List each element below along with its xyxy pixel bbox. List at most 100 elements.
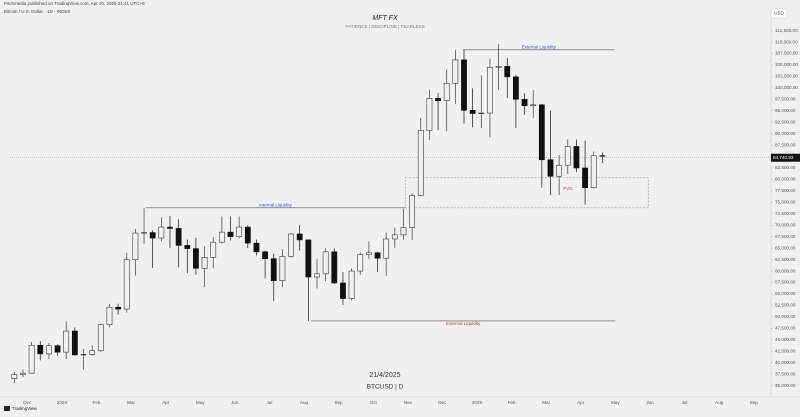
- candle-body: [461, 59, 467, 111]
- x-tick-label: Nov: [404, 400, 413, 405]
- y-tick-label: 105,000.00: [775, 62, 798, 67]
- x-tick-label: Jul: [682, 400, 688, 405]
- candle-body: [452, 59, 459, 84]
- y-tick-label: 100,000.00: [775, 85, 798, 90]
- candle-body: [357, 254, 364, 272]
- chart-title: MFT FX: [372, 15, 398, 22]
- y-tick-label: 62,500.00: [775, 257, 796, 262]
- candle-body: [63, 330, 70, 353]
- y-tick-label: 55,000.00: [775, 291, 796, 296]
- candle-body: [305, 239, 312, 278]
- candle-body: [547, 159, 554, 177]
- candle-body: [253, 242, 260, 253]
- y-tick-label: 67,500.00: [775, 234, 796, 239]
- y-tick-label: 102,500.00: [775, 74, 798, 79]
- y-tick-label: 72,500.00: [775, 211, 796, 216]
- y-tick-label: 50,000.00: [775, 314, 796, 319]
- y-tick-label: 45,000.00: [775, 337, 796, 342]
- y-tick-label: 95,000.00: [775, 108, 796, 113]
- candle-body: [521, 99, 528, 107]
- candle-body: [11, 374, 18, 379]
- candle-body: [340, 282, 346, 299]
- date-label: 21/4/2025: [369, 372, 400, 379]
- candle-body: [193, 248, 199, 269]
- candle-body: [409, 195, 416, 228]
- symbol-info: Bitcoin / U.S. Dollar · 1D · INDEX: [4, 9, 71, 14]
- x-tick-label: Apr: [162, 400, 170, 405]
- candle-body: [556, 164, 563, 177]
- candle-body: [279, 256, 286, 281]
- candle-body: [80, 354, 87, 356]
- y-tick-label: 80,000.00: [775, 177, 796, 182]
- publisher: Pitchmedia published on TradingView.com,…: [4, 1, 145, 6]
- x-tick-label: Mar: [542, 400, 550, 405]
- y-tick-label: 87,500.00: [775, 142, 796, 147]
- x-tick-label: Mar: [127, 400, 135, 405]
- x-tick-label: May: [611, 400, 620, 405]
- x-tick-label: Apr: [577, 400, 585, 405]
- candle-body: [469, 109, 476, 114]
- candle-body: [590, 155, 597, 188]
- y-tick-label: 40,000.00: [775, 360, 796, 365]
- candle-body: [158, 226, 165, 239]
- currency-button[interactable]: [770, 8, 788, 19]
- x-tick-label: Aug: [300, 400, 309, 405]
- candle-body: [46, 345, 52, 355]
- brand-logo: [4, 406, 10, 411]
- x-tick-label: Sep: [750, 400, 759, 405]
- y-tick-label: 75,000.00: [775, 200, 796, 205]
- candle-body: [417, 130, 424, 196]
- currency[interactable]: USD: [774, 11, 784, 16]
- candle-body: [400, 227, 407, 236]
- level-label: External Liquidity: [446, 321, 481, 326]
- y-tick-label: 90,000.00: [775, 131, 796, 136]
- x-tick-label: Dec: [23, 400, 32, 405]
- y-tick-label: 107,500.00: [775, 51, 798, 56]
- candle-body: [244, 226, 251, 244]
- candle-body: [141, 232, 147, 234]
- candle-body: [97, 324, 104, 352]
- y-tick-label: 52,500.00: [775, 303, 796, 308]
- candle-body: [132, 232, 139, 260]
- brand: TradingView: [12, 406, 38, 411]
- candle-body: [331, 251, 338, 284]
- candle-body: [478, 112, 485, 114]
- y-tick-label: 97,500.00: [775, 97, 796, 102]
- x-tick-label: 2024: [57, 400, 68, 405]
- candle-body: [322, 251, 329, 275]
- y-tick-label: 57,500.00: [775, 280, 796, 285]
- candle-body: [374, 252, 381, 259]
- x-tick-label: 2025: [472, 400, 483, 405]
- chart-subtitle: PATIENCE | DISCIPLINE | FEARLESS: [345, 24, 424, 29]
- candle-body: [582, 167, 588, 188]
- y-tick-label: 77,500.00: [775, 188, 796, 193]
- zone-label: FVG: [563, 186, 573, 191]
- x-tick-label: Jul: [266, 400, 272, 405]
- candle-body: [530, 104, 537, 107]
- candle-body: [314, 273, 320, 278]
- candle-body: [106, 306, 113, 325]
- candle-body: [365, 252, 372, 255]
- candle-body: [210, 241, 217, 258]
- y-tick-label: 65,000.00: [775, 245, 796, 250]
- candle-body: [443, 82, 450, 101]
- last-price-label: 84,740.93: [773, 155, 794, 160]
- candle-body: [184, 245, 191, 249]
- y-tick-label: 35,000.00: [775, 383, 796, 388]
- candle-body: [28, 344, 35, 374]
- y-tick-label: 110,000.00: [775, 39, 798, 44]
- x-tick-label: Aug: [715, 400, 724, 405]
- candle-body: [54, 345, 61, 353]
- y-tick-label: 37,500.00: [775, 371, 796, 376]
- candle-body: [227, 231, 234, 238]
- candle-body: [37, 344, 44, 355]
- candle-body: [426, 98, 433, 131]
- candle-body: [262, 251, 269, 259]
- candle-body: [288, 233, 294, 257]
- candle-body: [348, 270, 355, 299]
- level-label: External Liquidity: [522, 45, 557, 50]
- symbol-label: BTCUSD | D: [367, 384, 404, 391]
- y-tick-label: 112,500.00: [775, 28, 798, 33]
- candle-body: [495, 66, 502, 68]
- x-tick-label: May: [196, 400, 205, 405]
